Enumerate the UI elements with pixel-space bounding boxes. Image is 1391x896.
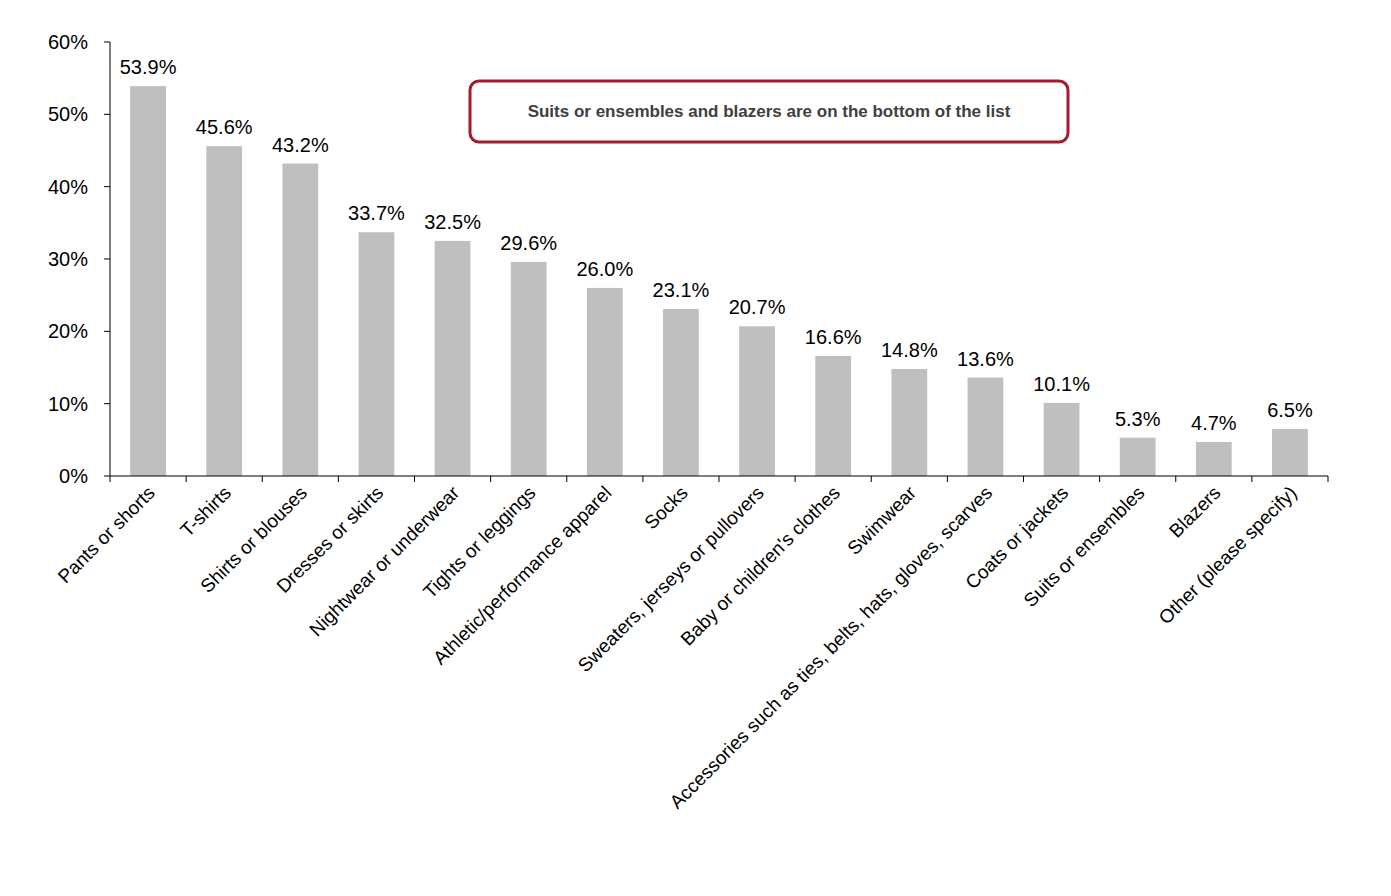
bar — [891, 369, 927, 476]
x-tick-label: Socks — [640, 482, 691, 533]
data-label: 14.8% — [881, 339, 938, 361]
y-tick — [104, 186, 110, 187]
data-label: 45.6% — [196, 116, 253, 138]
y-tick — [104, 114, 110, 115]
y-tick — [104, 403, 110, 404]
data-label: 23.1% — [653, 279, 710, 301]
x-tick — [566, 476, 567, 482]
data-label: 10.1% — [1033, 373, 1090, 395]
x-tick-label: Swimwear — [843, 482, 920, 559]
bar — [1120, 438, 1156, 476]
x-tick — [1175, 476, 1176, 482]
x-tick-label: Blazers — [1165, 482, 1225, 542]
data-label: 32.5% — [424, 211, 481, 233]
chart: 0% 10% 20% 30% 40% 50% 60% Pants or shorts T-shi… — [0, 0, 1391, 896]
data-label: 20.7% — [729, 296, 786, 318]
x-tick — [1251, 476, 1252, 482]
x-tick — [262, 476, 263, 482]
bar — [587, 288, 623, 476]
x-tick-label: Accessories such as ties, belts, hats, g… — [666, 482, 997, 813]
x-tick — [1328, 476, 1329, 482]
bar — [1044, 403, 1080, 476]
bar — [282, 164, 318, 476]
bar — [130, 86, 166, 476]
x-tick-label: Other (please specify) — [1154, 482, 1300, 628]
annotation: Suits or ensembles and blazers are on th… — [528, 102, 1011, 121]
bar — [739, 326, 775, 476]
bar — [663, 309, 699, 476]
data-label: 6.5% — [1267, 399, 1313, 421]
x-tick — [719, 476, 720, 482]
x-tick — [490, 476, 491, 482]
bar — [511, 262, 547, 476]
y-tick-label: 60% — [48, 31, 88, 53]
x-tick — [186, 476, 187, 482]
bars — [130, 86, 1308, 476]
data-label: 5.3% — [1115, 408, 1161, 430]
y-tick — [104, 42, 110, 43]
bar — [815, 356, 851, 476]
bar — [1196, 442, 1232, 476]
y-tick — [104, 331, 110, 332]
y-tick-label: 40% — [48, 176, 88, 198]
data-label: 4.7% — [1191, 412, 1237, 434]
y-tick-label: 20% — [48, 320, 88, 342]
x-tick-label: Nightwear or underwear — [305, 482, 464, 641]
x-tick-label: T-shirts — [176, 482, 235, 541]
data-label: 13.6% — [957, 348, 1014, 370]
x-tick — [947, 476, 948, 482]
data-label: 16.6% — [805, 326, 862, 348]
data-label: 43.2% — [272, 134, 329, 156]
data-label: 33.7% — [348, 202, 405, 224]
x-tick-label: Suits or ensembles — [1019, 482, 1148, 611]
y-tick-label: 30% — [48, 248, 88, 270]
x-tick — [110, 476, 111, 482]
data-label: 53.9% — [120, 56, 177, 78]
annotation-box — [470, 81, 1068, 142]
bar — [206, 146, 242, 476]
bar — [1272, 429, 1308, 476]
x-tick-label: Baby or children's clothes — [676, 482, 844, 650]
x-tick — [414, 476, 415, 482]
x-tick-label: Pants or shorts — [54, 482, 159, 587]
y-tick — [104, 476, 110, 477]
bar — [435, 241, 471, 476]
x-tick — [871, 476, 872, 482]
x-tick — [338, 476, 339, 482]
x-tick — [1023, 476, 1024, 482]
y-tick-label: 50% — [48, 103, 88, 125]
bar — [359, 232, 395, 476]
x-tick-label: Athletic/performance apparel — [429, 482, 616, 669]
x-tick — [1099, 476, 1100, 482]
x-tick — [795, 476, 796, 482]
y-tick-label: 10% — [48, 393, 88, 415]
data-label: 29.6% — [500, 232, 557, 254]
y-tick — [104, 259, 110, 260]
data-label: 26.0% — [576, 258, 633, 280]
bar — [968, 378, 1004, 476]
y-tick-label: 0% — [59, 465, 88, 487]
x-tick — [642, 476, 643, 482]
